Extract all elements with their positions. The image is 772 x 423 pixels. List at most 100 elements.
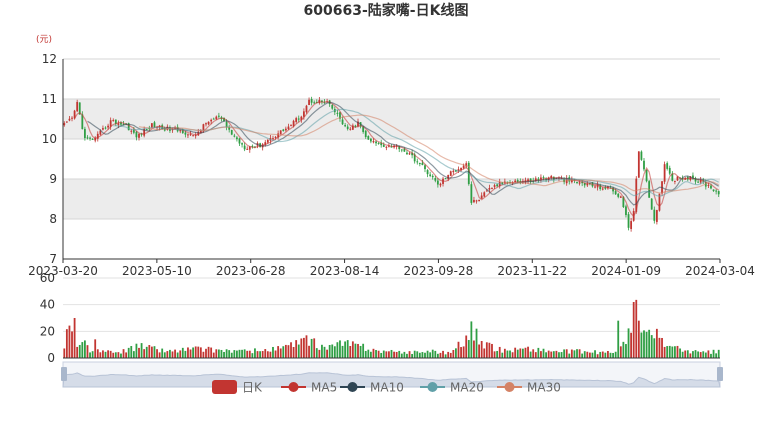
volume-bar (143, 349, 146, 358)
volume-bar (480, 341, 483, 358)
candle-body (470, 184, 473, 203)
volume-bar (207, 346, 210, 358)
volume-bar (274, 350, 277, 358)
legend-item-4[interactable]: MA30 (497, 381, 561, 395)
candle-body (578, 182, 581, 184)
volume-bar (462, 346, 465, 358)
volume-bar (717, 349, 720, 358)
volume-bar (637, 320, 640, 358)
volume-bar (622, 341, 625, 358)
candle-body (346, 126, 349, 129)
volume-tick-label: 20 (40, 324, 55, 338)
candle-body (658, 193, 661, 211)
volume-bar (310, 338, 313, 358)
date-tick-label: 2023-05-10 (122, 264, 192, 278)
candle-body (614, 191, 617, 195)
candle-body (71, 117, 73, 119)
candle-body (310, 98, 313, 103)
volume-bar (272, 346, 274, 358)
volume-bar (192, 347, 195, 358)
volume-bar (643, 330, 645, 358)
candle-body (277, 133, 280, 138)
volume-bar (179, 350, 182, 358)
legend-item-2[interactable]: MA10 (340, 381, 404, 395)
date-tick-label: 2024-03-04 (685, 264, 755, 278)
candle-body (372, 141, 375, 143)
candle-body (341, 119, 344, 125)
volume-bar (403, 351, 406, 358)
price-tick-label: 8 (49, 212, 57, 226)
legend-item-3[interactable]: MA20 (420, 381, 484, 395)
candle-body (710, 185, 712, 189)
candle-body (236, 137, 238, 140)
volume-bar (138, 347, 140, 358)
volume-bar (321, 344, 323, 358)
volume-bar (496, 350, 499, 358)
candle-body (331, 105, 334, 109)
volume-bar (197, 346, 200, 358)
candle-body (207, 121, 210, 125)
price-tick-label: 12 (42, 52, 57, 66)
volume-bar (573, 350, 576, 358)
candle-body (712, 189, 715, 192)
legend-label: MA5 (311, 381, 337, 395)
candle-body (436, 180, 439, 185)
candle-body (501, 182, 504, 185)
volume-bar (81, 342, 84, 358)
slider-left-handle[interactable] (61, 367, 67, 381)
volume-bar (127, 347, 130, 358)
volume-bar (470, 321, 473, 358)
volume-bar (689, 353, 692, 358)
slider-right-handle[interactable] (717, 367, 723, 381)
candle-body (625, 206, 627, 216)
candle-body (279, 130, 282, 135)
candle-body (295, 118, 298, 122)
volume-bar (421, 352, 424, 358)
volume-series (63, 299, 720, 358)
volume-bar (452, 349, 455, 358)
volume-bar (318, 349, 321, 358)
volume-bar (96, 349, 99, 358)
candle-body (199, 130, 202, 133)
candle-body (483, 192, 486, 197)
legend-item-1[interactable]: MA5 (281, 381, 337, 395)
volume-grid (63, 277, 720, 332)
volume-bar (315, 348, 318, 358)
volume-bar (233, 350, 236, 358)
candle-body (560, 178, 563, 180)
legend-label: MA10 (370, 381, 404, 395)
volume-bar (212, 352, 215, 358)
volume-bar (357, 343, 359, 358)
volume-bar (91, 351, 94, 358)
volume-bar (76, 346, 79, 358)
volume-bar (393, 351, 395, 358)
volume-bar (63, 348, 66, 358)
volume-bar (710, 353, 712, 358)
volume-bar (521, 348, 524, 358)
volume-bar (313, 338, 316, 358)
volume-bar (625, 344, 627, 358)
candle-body (473, 199, 475, 203)
candle-body (145, 129, 148, 131)
volume-bar (599, 351, 602, 358)
volume-bar (132, 351, 135, 358)
chart-legend[interactable]: 日K MA5 MA10 MA20 MA30 (212, 380, 561, 395)
volume-bar (406, 353, 408, 358)
volume-bar (542, 348, 545, 358)
volume-bar (630, 332, 633, 358)
volume-bar (349, 346, 352, 358)
price-tick-label: 9 (49, 172, 57, 186)
candle-body (73, 110, 76, 119)
legend-item-0[interactable]: 日K (212, 380, 263, 395)
candle-body (292, 120, 295, 127)
candle-body (480, 195, 483, 199)
candle-body (653, 209, 656, 221)
candle-body (622, 196, 625, 208)
volume-bar (323, 346, 326, 358)
candle-body (367, 136, 370, 140)
candle-body (297, 118, 300, 120)
volume-bar (326, 349, 328, 358)
volume-bar (467, 340, 470, 358)
candle-body (212, 118, 215, 120)
candle-body (117, 123, 120, 126)
